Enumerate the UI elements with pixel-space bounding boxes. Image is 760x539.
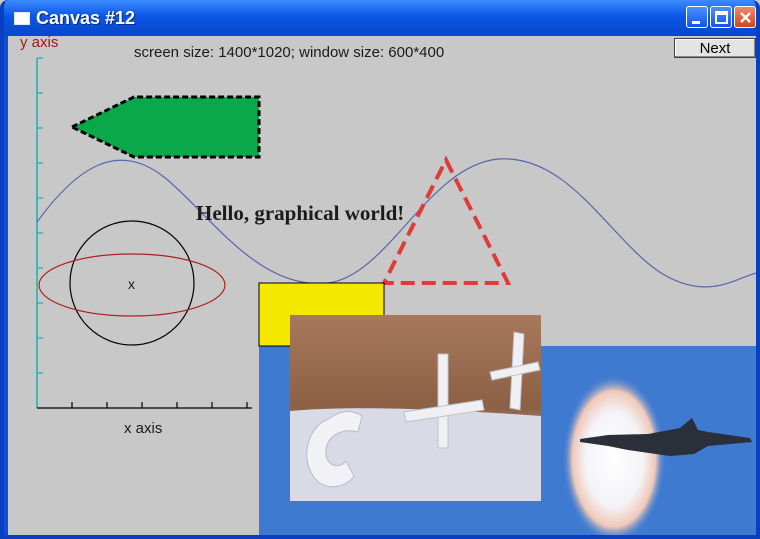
jet-plane bbox=[580, 418, 752, 456]
drawing-canvas: y axis x axis x bbox=[20, 36, 756, 535]
x-axis-label: x axis bbox=[124, 420, 162, 437]
y-axis: y axis bbox=[20, 36, 58, 408]
arrow-shape bbox=[68, 95, 261, 159]
window-icon bbox=[14, 12, 30, 25]
greeting-text: Hello, graphical world! bbox=[196, 201, 404, 225]
title-bar[interactable]: Canvas #12 bbox=[4, 0, 756, 36]
triangle-shape bbox=[380, 155, 512, 285]
canvas-area: y axis x axis x bbox=[8, 36, 756, 535]
maximize-icon[interactable] bbox=[710, 6, 732, 28]
next-button[interactable]: Next bbox=[674, 38, 756, 58]
circle-marker: x bbox=[128, 276, 135, 292]
snow-cpp-photo bbox=[290, 315, 541, 501]
vapor-cone bbox=[562, 374, 666, 535]
x-axis: x axis bbox=[37, 402, 252, 437]
sine-curve bbox=[36, 158, 756, 288]
minimize-icon[interactable] bbox=[686, 6, 708, 28]
y-axis-label: y axis bbox=[20, 36, 58, 51]
close-icon[interactable] bbox=[734, 6, 756, 28]
window-title: Canvas #12 bbox=[36, 8, 136, 28]
status-text: screen size: 1400*1020; window size: 600… bbox=[134, 44, 445, 61]
ellipse-shape bbox=[38, 253, 226, 317]
circle-shape bbox=[69, 220, 195, 346]
